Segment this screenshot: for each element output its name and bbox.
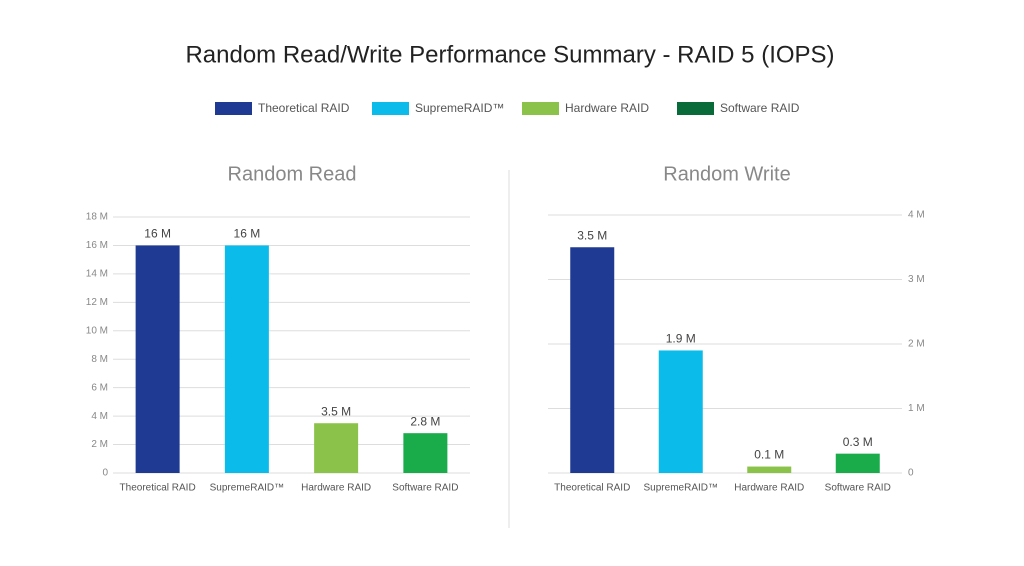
y-tick-label: 12 M xyxy=(86,297,108,308)
data-label: 3.5 M xyxy=(321,404,351,418)
y-tick-label: 4 M xyxy=(91,411,108,422)
data-label: 2.8 M xyxy=(410,414,440,428)
data-label: 16 M xyxy=(144,227,171,241)
legend-swatch xyxy=(372,102,409,115)
legend-swatch xyxy=(215,102,252,115)
y-tick-label: 6 M xyxy=(91,382,108,393)
legend-swatch xyxy=(522,102,559,115)
bar xyxy=(835,453,880,473)
y-tick-label: 14 M xyxy=(86,269,108,280)
data-label: 3.5 M xyxy=(577,228,607,242)
bar xyxy=(135,245,180,473)
y-tick-label: 18 M xyxy=(86,212,108,223)
bar xyxy=(658,350,703,473)
x-tick-label: Hardware RAID xyxy=(301,483,371,494)
chart-subtitle: Random Read xyxy=(228,163,357,185)
x-tick-label: Theoretical RAID xyxy=(554,483,630,494)
data-label: 0.3 M xyxy=(843,435,873,449)
y-tick-label: 2 M xyxy=(908,339,925,350)
legend-label: SupremeRAID™ xyxy=(415,101,504,115)
data-label: 0.1 M xyxy=(754,448,784,462)
x-tick-label: Theoretical RAID xyxy=(120,483,196,494)
legend-label: Hardware RAID xyxy=(565,101,649,115)
x-tick-label: SupremeRAID™ xyxy=(210,483,284,494)
data-label: 16 M xyxy=(234,227,261,241)
legend-label: Theoretical RAID xyxy=(258,101,350,115)
bar xyxy=(224,245,269,473)
legend-swatch xyxy=(677,102,714,115)
x-tick-label: SupremeRAID™ xyxy=(644,483,718,494)
legend-label: Software RAID xyxy=(720,101,800,115)
y-tick-label: 16 M xyxy=(86,240,108,251)
y-tick-label: 0 xyxy=(102,468,108,479)
bar xyxy=(403,433,448,473)
y-tick-label: 0 xyxy=(908,468,914,479)
data-label: 1.9 M xyxy=(666,332,696,346)
bar xyxy=(747,466,792,473)
page-title: Random Read/Write Performance Summary - … xyxy=(185,41,834,68)
x-tick-label: Hardware RAID xyxy=(734,483,804,494)
x-tick-label: Software RAID xyxy=(825,483,891,494)
chart-subtitle: Random Write xyxy=(663,163,790,185)
bar xyxy=(314,423,359,473)
y-tick-label: 3 M xyxy=(908,274,925,285)
bar xyxy=(570,247,615,473)
y-tick-label: 4 M xyxy=(908,210,925,221)
y-tick-label: 8 M xyxy=(91,354,108,365)
y-tick-label: 1 M xyxy=(908,403,925,414)
x-tick-label: Software RAID xyxy=(392,483,458,494)
y-tick-label: 10 M xyxy=(86,325,108,336)
y-tick-label: 2 M xyxy=(91,439,108,450)
